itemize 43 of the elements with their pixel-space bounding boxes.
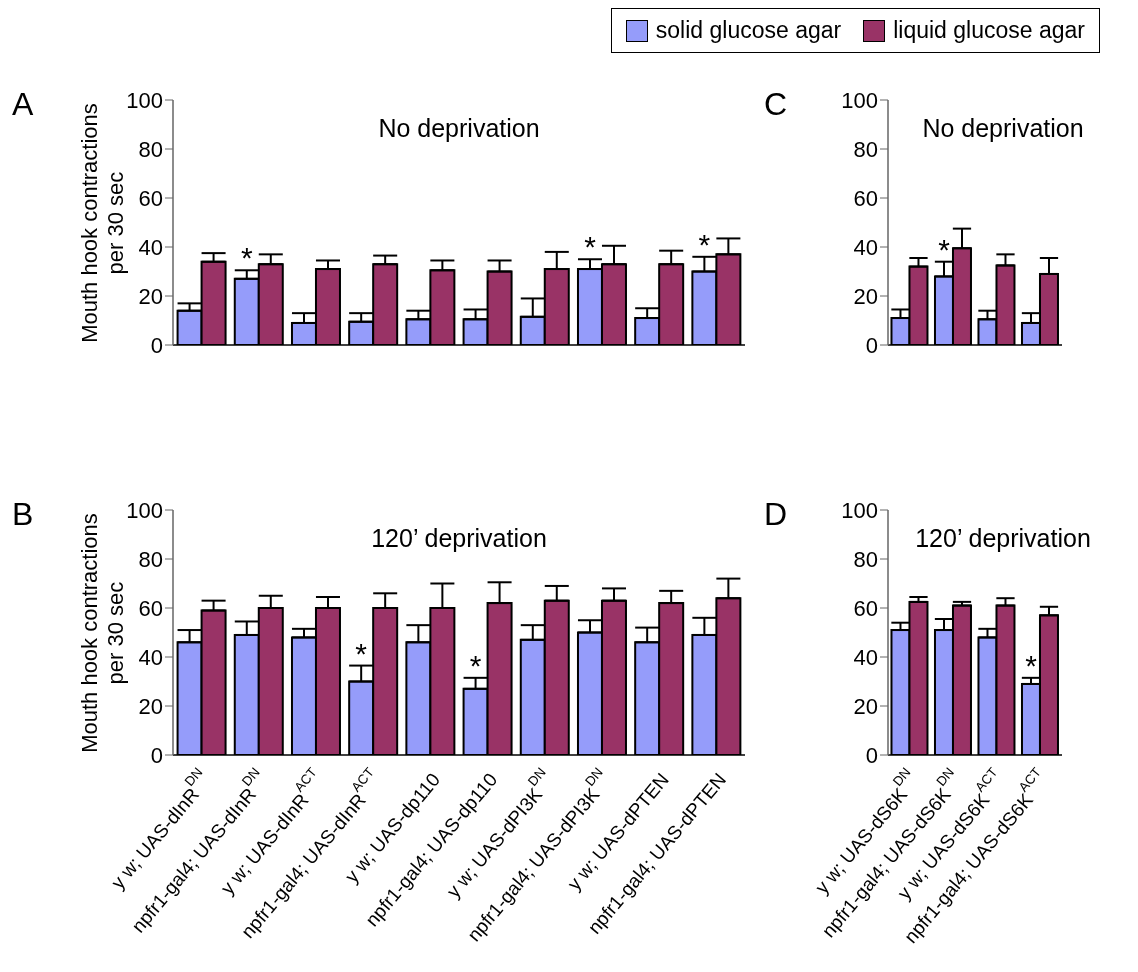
y-tick-label: 40: [138, 644, 163, 670]
y-tick-label: 40: [853, 234, 878, 260]
text: B: [12, 496, 34, 533]
annotation: *: [698, 227, 711, 261]
annotation: *: [355, 636, 368, 670]
y-tick-label: 80: [138, 136, 163, 162]
annotation: *: [938, 232, 951, 266]
text: D: [764, 496, 788, 533]
y-tick-label: 60: [853, 595, 878, 621]
y-tick-label: 20: [853, 283, 878, 309]
legend-label: liquid glucose agar: [893, 17, 1085, 44]
legend-label: solid glucose agar: [655, 17, 842, 44]
y-tick-label: 0: [150, 742, 163, 768]
y-tick-label: 100: [126, 87, 163, 113]
y-tick-label: 60: [138, 595, 163, 621]
y-tick-label: 20: [138, 283, 163, 309]
y-tick-label: 0: [150, 332, 163, 358]
y-tick-label: 40: [138, 234, 163, 260]
y-tick-label: 100: [841, 87, 878, 113]
y-tick-label: 60: [138, 185, 163, 211]
y-axis-title: Mouth hook contractions per 30 sec: [77, 512, 128, 753]
y-axis-title: Mouth hook contractions per 30 sec: [77, 102, 128, 343]
y-tick-label: 100: [841, 497, 878, 523]
y-tick-label: 0: [865, 332, 878, 358]
y-tick-label: 80: [853, 546, 878, 572]
y-tick-label: 40: [853, 644, 878, 670]
y-tick-label: 80: [853, 136, 878, 162]
text: 120’ deprivation: [370, 524, 548, 553]
y-tick-label: 20: [138, 693, 163, 719]
y-tick-label: 100: [126, 497, 163, 523]
y-tick-label: 20: [853, 693, 878, 719]
text: No deprivation: [377, 114, 541, 143]
text: No deprivation: [921, 114, 1085, 143]
y-tick-label: 80: [138, 546, 163, 572]
y-tick-label: 60: [853, 185, 878, 211]
annotation: *: [1025, 648, 1038, 682]
text: C: [764, 86, 788, 123]
annotation: *: [469, 648, 482, 682]
annotation: *: [584, 230, 597, 264]
text: A: [12, 86, 34, 123]
annotation: *: [240, 241, 253, 275]
y-tick-label: 0: [865, 742, 878, 768]
text: 120’ deprivation: [914, 524, 1092, 553]
